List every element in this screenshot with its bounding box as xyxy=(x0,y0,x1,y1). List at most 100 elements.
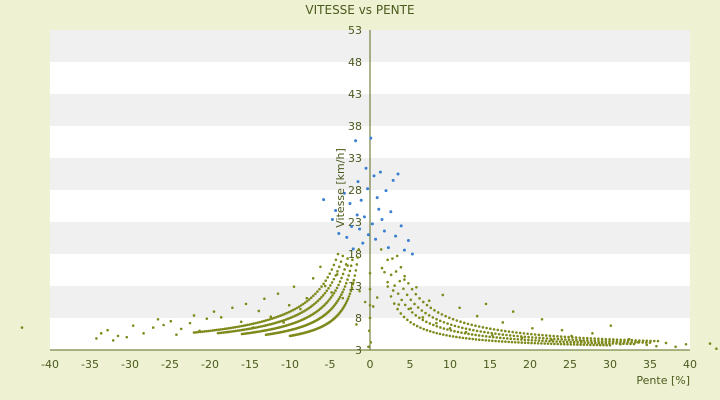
curve-point xyxy=(523,335,527,339)
olive-point xyxy=(20,326,24,329)
curve-point xyxy=(403,274,406,278)
olive-point xyxy=(162,323,165,327)
curve-point xyxy=(415,324,419,328)
curve-point xyxy=(391,257,394,260)
curve-point xyxy=(379,248,383,251)
curve-point xyxy=(487,339,491,342)
curve-point xyxy=(615,340,619,344)
curve-point xyxy=(439,326,442,329)
olive-point xyxy=(708,342,712,345)
curve-point xyxy=(553,337,556,341)
curve-point xyxy=(229,326,233,330)
x-tick-label: 5 xyxy=(407,358,414,371)
curve-point xyxy=(396,307,399,311)
curve-point xyxy=(489,327,492,331)
curve-point xyxy=(567,338,571,342)
olive-point xyxy=(244,302,248,306)
olive-point xyxy=(441,293,445,297)
curve-point xyxy=(571,338,575,342)
curve-point xyxy=(346,297,350,301)
olive-point xyxy=(292,285,296,288)
blue-point xyxy=(384,189,388,193)
olive-point xyxy=(655,344,658,348)
curve-point xyxy=(593,341,597,345)
curve-point xyxy=(433,308,436,312)
curve-point xyxy=(464,336,468,340)
curve-point xyxy=(328,298,331,301)
curve-point xyxy=(330,268,334,271)
curve-point xyxy=(504,340,507,343)
olive-point xyxy=(371,305,375,308)
curve-point xyxy=(414,314,418,317)
curve-point xyxy=(623,338,626,342)
olive-point xyxy=(319,265,322,269)
curve-point xyxy=(318,287,321,291)
blue-point xyxy=(410,252,414,256)
curve-point xyxy=(205,329,208,333)
curve-point xyxy=(491,339,494,343)
curve-point xyxy=(435,331,439,335)
curve-point xyxy=(321,294,325,297)
curve-point xyxy=(619,338,623,342)
curve-point xyxy=(517,341,520,344)
curve-point xyxy=(638,339,641,342)
curve-point xyxy=(435,317,438,321)
olive-point xyxy=(403,278,406,281)
curve-point xyxy=(339,260,343,263)
olive-point xyxy=(151,326,155,329)
curve-point xyxy=(215,328,218,332)
curve-point xyxy=(446,328,449,331)
curve-point xyxy=(486,331,490,334)
curve-point xyxy=(413,302,416,306)
curve-point xyxy=(330,281,334,284)
blue-point xyxy=(342,191,346,195)
curve-point xyxy=(527,335,530,339)
data-marks xyxy=(20,136,718,351)
curve-point xyxy=(500,329,503,332)
curve-point xyxy=(349,289,353,293)
curve-point xyxy=(611,338,615,341)
blue-point xyxy=(377,207,381,211)
curve-point xyxy=(474,324,477,328)
curve-point xyxy=(219,328,223,331)
curve-point xyxy=(600,337,604,341)
blue-point xyxy=(330,217,334,221)
olive-point xyxy=(397,303,401,306)
curve-point xyxy=(327,286,330,290)
curve-point xyxy=(545,337,549,340)
curve-point xyxy=(451,317,455,321)
curve-point xyxy=(438,332,442,336)
curve-point xyxy=(597,339,600,343)
curve-point xyxy=(348,292,352,296)
blue-point xyxy=(369,136,373,140)
curve-point xyxy=(586,339,589,342)
curve-point xyxy=(544,339,548,343)
blue-point xyxy=(337,232,341,236)
curve-point xyxy=(537,339,541,342)
blue-point xyxy=(351,247,355,251)
curve-point xyxy=(556,335,559,338)
curve-point xyxy=(513,340,517,344)
curve-point xyxy=(611,340,615,343)
curve-point xyxy=(522,332,526,335)
curve-point xyxy=(575,338,578,342)
curve-point xyxy=(553,342,556,346)
olive-point xyxy=(341,296,345,300)
blue-point xyxy=(391,178,395,182)
curve-point xyxy=(432,330,435,334)
x-tick-label: -30 xyxy=(121,358,139,371)
curve-point xyxy=(558,340,562,343)
curve-point xyxy=(597,337,600,341)
olive-point xyxy=(464,330,468,334)
curve-point xyxy=(314,292,317,296)
curve-point xyxy=(604,341,608,345)
curve-point xyxy=(424,311,427,315)
curve-point xyxy=(497,332,501,336)
curve-point xyxy=(429,306,433,310)
blue-point xyxy=(374,237,378,241)
curve-point xyxy=(352,278,356,282)
curve-point xyxy=(427,314,431,317)
curve-point xyxy=(225,327,229,330)
